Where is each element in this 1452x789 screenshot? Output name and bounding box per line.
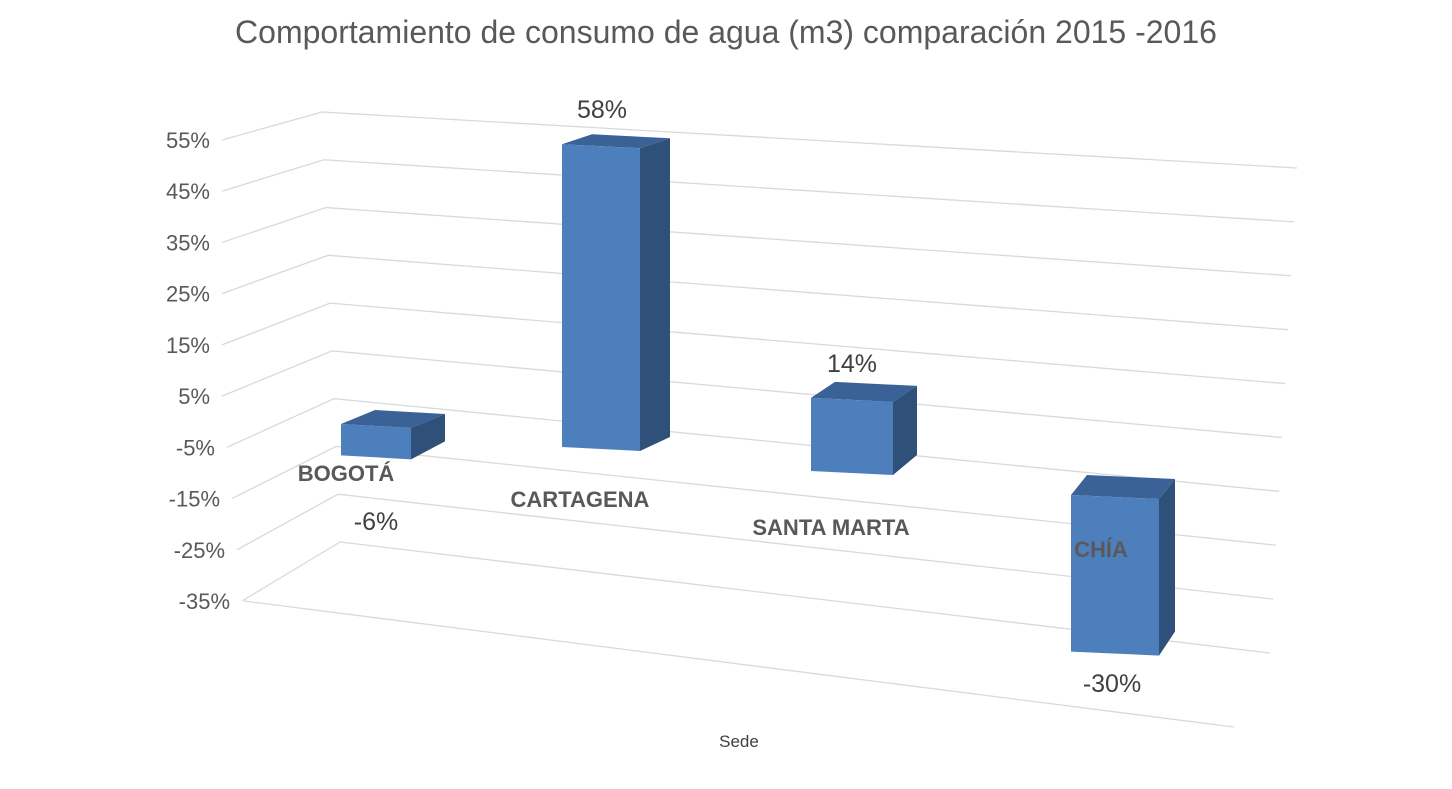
gridline — [221, 254, 1289, 331]
chart-title: Comportamiento de consumo de agua (m3) c… — [235, 14, 1217, 50]
data-label: 58% — [577, 96, 627, 124]
floor-edge — [243, 600, 1235, 728]
gridline — [221, 206, 1292, 277]
y-tick-label: 25% — [166, 282, 210, 307]
bar — [341, 410, 445, 460]
gridline — [221, 159, 1295, 223]
gridline — [226, 398, 1280, 492]
data-label: -30% — [1083, 670, 1141, 698]
bar-side — [1159, 479, 1175, 656]
data-label: -6% — [354, 508, 398, 536]
bar-side — [411, 414, 445, 460]
bar-top — [341, 410, 445, 428]
y-tick-label: -15% — [169, 487, 220, 512]
bar-front — [562, 144, 640, 452]
gridline — [236, 493, 1274, 600]
bar — [562, 134, 670, 452]
y-tick-label: 35% — [166, 230, 210, 255]
y-tick-label: 55% — [166, 128, 210, 153]
data-label: 14% — [827, 350, 877, 378]
bar-top — [1071, 475, 1175, 499]
bar-top — [562, 134, 670, 149]
category-label: SANTA MARTA — [752, 515, 909, 540]
y-tick-label: -5% — [176, 435, 215, 460]
bar-side — [893, 385, 917, 475]
gridline — [241, 541, 1271, 654]
y-tick-label: 15% — [166, 333, 210, 358]
y-tick-label: -35% — [179, 589, 230, 614]
gridline — [231, 445, 1277, 546]
bars — [341, 134, 1175, 656]
gridline — [221, 302, 1286, 385]
y-tick-label: 45% — [166, 179, 210, 204]
bar-front — [1071, 495, 1159, 656]
data-labels: -6% 58% 14% -30% — [354, 96, 1141, 698]
bar-front — [811, 397, 893, 475]
bar-front — [341, 424, 411, 460]
category-label: CARTAGENA — [511, 487, 650, 512]
bar — [1071, 475, 1175, 656]
gridline — [221, 111, 1298, 169]
category-label: BOGOTÁ — [298, 461, 395, 486]
bar — [811, 381, 917, 475]
bar-top — [811, 381, 917, 402]
gridlines — [221, 111, 1298, 728]
y-tick-label: 5% — [178, 384, 210, 409]
category-labels: BOGOTÁ CARTAGENA SANTA MARTA CHÍA — [298, 461, 1128, 562]
y-tick-label: -25% — [174, 538, 225, 563]
y-axis-ticks: 55% 45% 35% 25% 15% 5% -5% -15% -25% -35% — [166, 128, 230, 614]
bar-side — [640, 138, 670, 452]
gridline — [221, 350, 1283, 439]
category-label: CHÍA — [1074, 537, 1128, 562]
x-axis-title: Sede — [719, 732, 759, 751]
